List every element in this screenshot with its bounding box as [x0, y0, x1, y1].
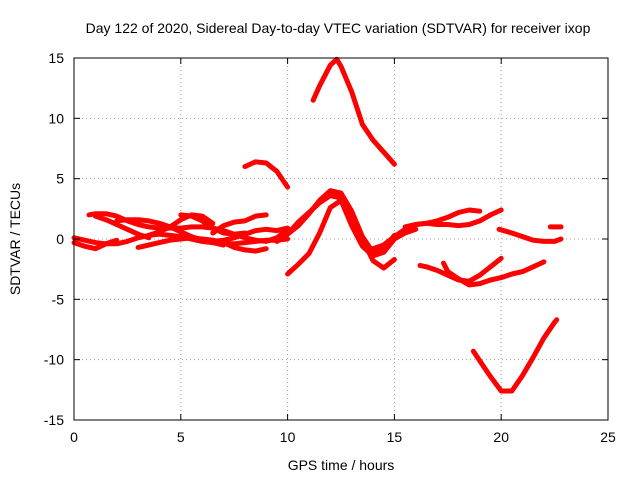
- data-series: [71, 56, 564, 394]
- series-line-arc-4: [92, 213, 152, 241]
- x-tick-label: 15: [387, 429, 403, 445]
- series-line-arc-2: [71, 237, 120, 252]
- series-line-arc-13: [274, 188, 397, 255]
- series-line-arc-19: [441, 259, 547, 288]
- y-tick-label: -15: [44, 412, 64, 428]
- x-tick-label: 10: [280, 429, 296, 445]
- y-axis-title: SDTVAR / TECUs: [7, 183, 23, 295]
- series-line-arc-16: [370, 207, 483, 252]
- x-tick-label: 5: [177, 429, 185, 445]
- series-line-arc-22: [470, 317, 560, 394]
- axis-ticks: 0 5 10 15 20 25 -15 -10 -5 0 5 10 15: [44, 50, 616, 445]
- series-line-arc-6: [135, 235, 269, 254]
- series-line-arc-20: [496, 226, 564, 244]
- y-tick-label: 15: [48, 50, 64, 66]
- x-axis-title: GPS time / hours: [288, 457, 395, 473]
- y-tick-label: -10: [44, 352, 64, 368]
- series-line-arc-11: [242, 159, 291, 190]
- series-line-arc-17: [402, 207, 504, 230]
- series-line-arc-10: [210, 212, 269, 236]
- y-tick-label: 0: [56, 231, 64, 247]
- series-line-arc-7: [146, 212, 216, 238]
- series-line-arc-14: [289, 193, 397, 271]
- y-tick-label: 10: [48, 110, 64, 126]
- series-line-arc-8: [178, 212, 248, 237]
- chart-title: Day 122 of 2020, Sidereal Day-to-day VTE…: [86, 20, 591, 36]
- y-tick-label: -5: [52, 291, 65, 307]
- series-line-arc-9: [210, 225, 291, 244]
- x-tick-label: 25: [600, 429, 616, 445]
- x-tick-label: 0: [70, 429, 78, 445]
- series-line-arc-3: [86, 211, 291, 244]
- series-line-arc-15: [310, 56, 397, 167]
- x-tick-label: 20: [493, 429, 509, 445]
- y-tick-label: 5: [56, 171, 64, 187]
